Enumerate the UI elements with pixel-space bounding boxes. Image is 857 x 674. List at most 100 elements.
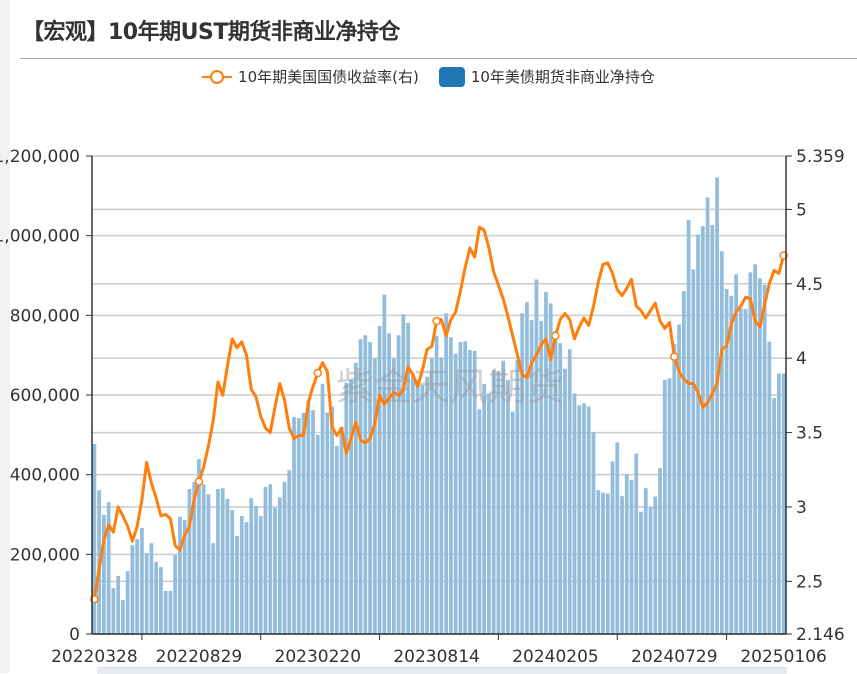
yield-marker — [194, 477, 204, 486]
bar — [710, 224, 715, 634]
legend-label-positions: 10年美债期货非商业净持仓 — [470, 68, 655, 86]
bar — [349, 379, 353, 634]
watermark: 紫金天风期货 — [336, 365, 564, 409]
bar — [116, 575, 121, 634]
bar — [520, 313, 525, 634]
bar — [368, 342, 372, 634]
bar — [159, 567, 163, 634]
bar — [572, 393, 577, 634]
bar — [662, 379, 667, 634]
bar — [449, 337, 453, 634]
bar — [377, 326, 382, 634]
bar — [506, 379, 510, 634]
bar — [425, 376, 429, 634]
legend-item-positions[interactable]: 10年美债期货非商业净持仓 — [438, 66, 655, 87]
bar — [434, 336, 439, 634]
bar — [282, 481, 287, 634]
bar — [111, 588, 116, 634]
bar — [605, 493, 610, 634]
x-tick-label: 20230220 — [275, 647, 362, 667]
bar — [719, 251, 724, 634]
bar — [529, 320, 534, 634]
y-right-tick-label: 5 — [796, 200, 807, 220]
bar — [320, 383, 325, 634]
yield-marker — [551, 331, 560, 341]
bar — [582, 403, 586, 634]
bar — [639, 511, 643, 634]
bar — [468, 349, 472, 634]
bar — [410, 373, 415, 634]
bar — [563, 368, 567, 634]
bar — [192, 482, 197, 634]
bar — [263, 487, 268, 634]
bar — [715, 177, 719, 634]
y-right-tick-label: 4 — [796, 349, 807, 369]
bar — [444, 313, 449, 634]
bar — [672, 344, 677, 634]
bar — [610, 461, 615, 634]
bar — [781, 373, 786, 634]
bar — [496, 371, 501, 634]
bar — [311, 410, 315, 634]
y-right-tick-label: 3 — [796, 498, 807, 518]
bar — [696, 234, 700, 634]
bar — [686, 220, 691, 635]
bar — [306, 400, 311, 634]
x-tick-label: 20240205 — [512, 647, 599, 667]
bar — [757, 278, 762, 634]
bar — [601, 492, 605, 634]
bar — [515, 359, 520, 634]
bar — [225, 498, 230, 634]
yield-marker — [670, 352, 679, 361]
bar — [334, 445, 339, 634]
bar — [624, 474, 629, 634]
bar — [230, 510, 235, 634]
bar — [258, 516, 263, 634]
bar — [586, 406, 591, 634]
bar — [401, 314, 406, 634]
bar — [173, 555, 178, 634]
bar — [163, 590, 168, 634]
bar — [658, 467, 662, 634]
bar — [182, 520, 187, 634]
chart-title: 【宏观】10年期UST期货非商业净持仓 — [22, 20, 400, 45]
bar — [339, 426, 344, 634]
data-zoom-slider[interactable] — [97, 667, 787, 674]
x-tick-label: 20220328 — [51, 647, 138, 667]
bar — [187, 489, 192, 634]
y-right-tick-label: 3.5 — [796, 424, 823, 444]
bar — [315, 434, 320, 634]
bar — [539, 320, 544, 634]
legend-label-yield: 10年期美国国债收益率(右) — [238, 68, 419, 86]
bar — [591, 432, 596, 634]
yield-marker — [313, 368, 323, 378]
bar — [239, 516, 244, 634]
y-right-tick-label: 2.146 — [796, 625, 845, 645]
bar — [244, 522, 249, 634]
bar — [429, 358, 434, 634]
bar — [729, 295, 734, 634]
bar — [168, 590, 173, 634]
bar — [102, 514, 106, 634]
bar — [615, 442, 620, 634]
bar — [643, 488, 648, 634]
bar — [577, 405, 582, 634]
bar — [363, 335, 368, 634]
bar — [463, 341, 468, 634]
page-margin — [0, 0, 10, 673]
bar — [415, 379, 420, 634]
bar-swatch-icon — [438, 66, 465, 87]
bar — [472, 350, 477, 634]
bar — [296, 418, 301, 634]
bar — [301, 412, 306, 634]
legend-item-yield[interactable]: 10年期美国国债收益率(右) — [202, 66, 419, 87]
bar — [140, 528, 144, 634]
x-tick-label: 20240729 — [631, 647, 718, 667]
x-tick-label: 20230814 — [393, 647, 480, 667]
bar — [487, 393, 491, 634]
bar — [700, 226, 705, 634]
bar — [677, 324, 681, 634]
bar — [254, 506, 258, 634]
bar — [249, 498, 254, 634]
bar — [734, 274, 738, 634]
